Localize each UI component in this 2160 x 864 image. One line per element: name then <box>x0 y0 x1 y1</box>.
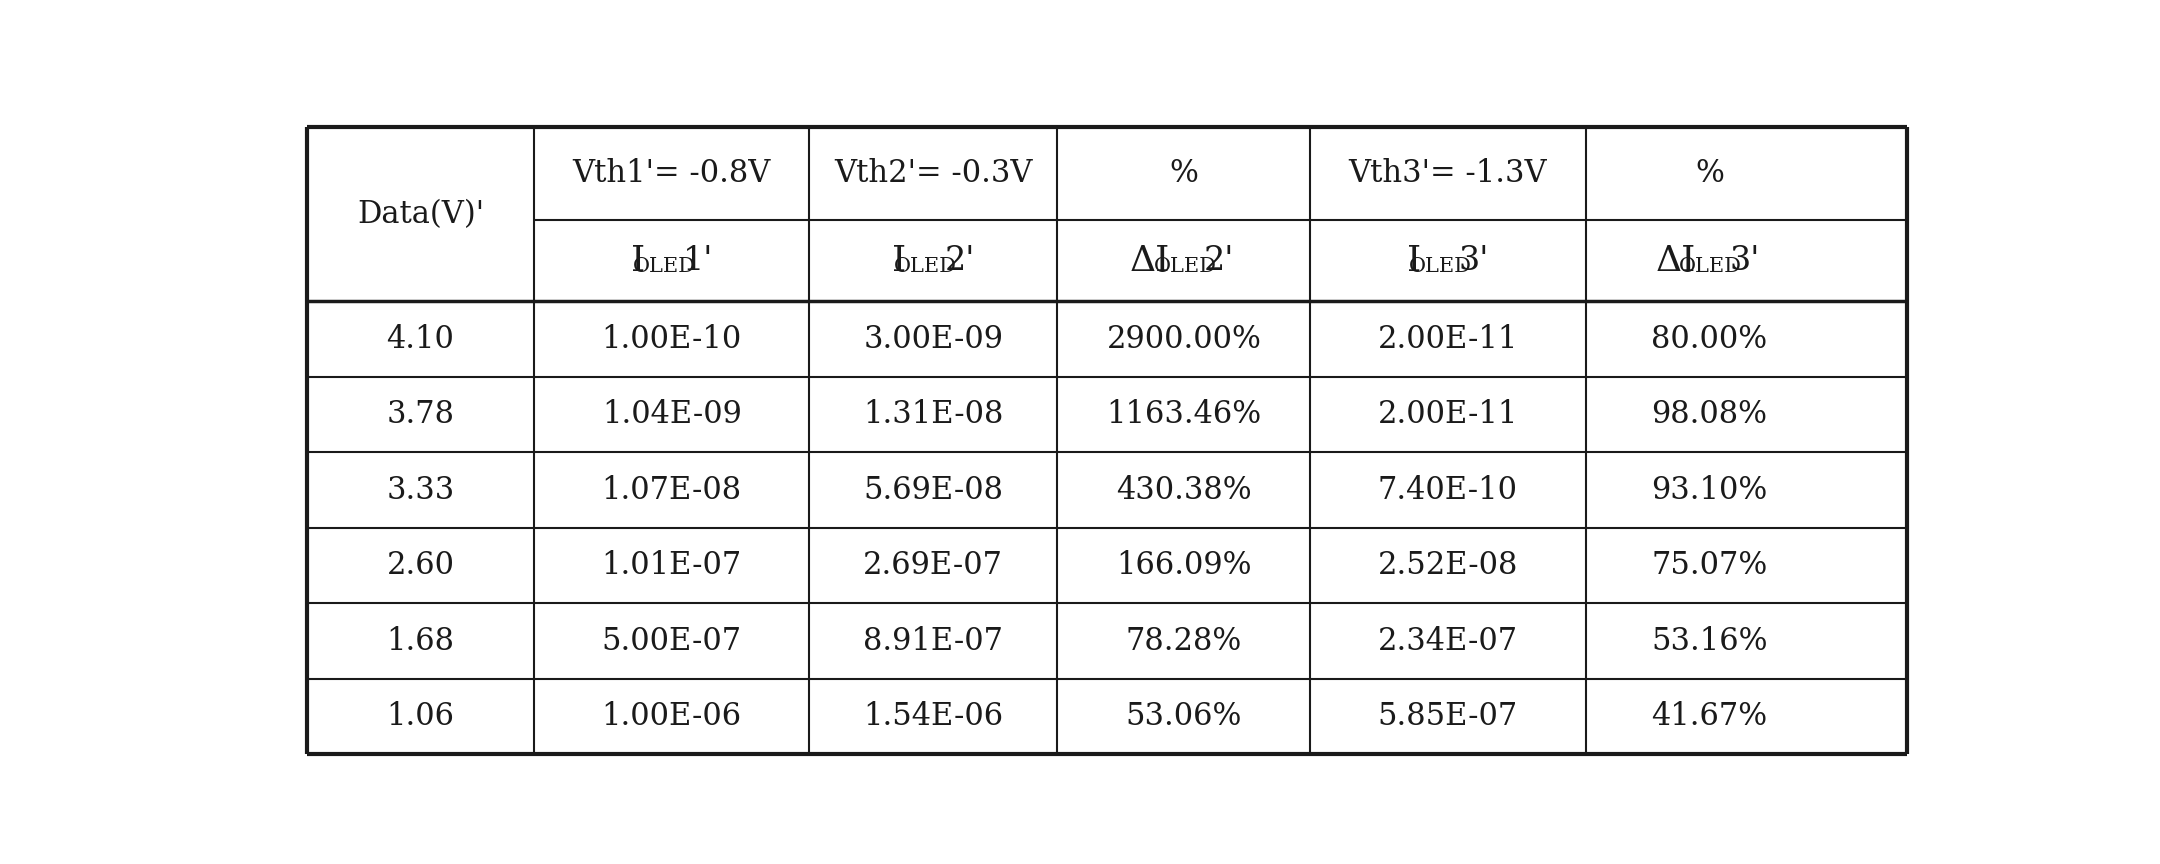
Text: 1.06: 1.06 <box>387 701 454 732</box>
Text: 1.00E-06: 1.00E-06 <box>603 701 741 732</box>
Text: 8.91E-07: 8.91E-07 <box>864 626 1004 657</box>
Text: I: I <box>631 244 646 277</box>
Text: 1.01E-07: 1.01E-07 <box>603 550 741 581</box>
Text: I: I <box>1406 244 1421 277</box>
Text: 98.08%: 98.08% <box>1652 399 1767 430</box>
Text: 3': 3' <box>1730 245 1760 276</box>
Text: 3.00E-09: 3.00E-09 <box>864 324 1004 354</box>
Text: OLED: OLED <box>1678 257 1743 276</box>
Text: OLED: OLED <box>1153 257 1216 276</box>
Text: Vth2'= -0.3V: Vth2'= -0.3V <box>834 158 1032 189</box>
Text: 5.85E-07: 5.85E-07 <box>1378 701 1518 732</box>
Text: OLED: OLED <box>633 257 696 276</box>
Text: 3.33: 3.33 <box>387 474 454 505</box>
Text: 1.07E-08: 1.07E-08 <box>603 474 741 505</box>
Text: 80.00%: 80.00% <box>1652 324 1767 354</box>
Text: 1.00E-10: 1.00E-10 <box>603 324 741 354</box>
Text: 3.78: 3.78 <box>387 399 454 430</box>
Text: I: I <box>892 244 907 277</box>
Text: 4.10: 4.10 <box>387 324 454 354</box>
Text: 7.40E-10: 7.40E-10 <box>1378 474 1518 505</box>
Text: OLED: OLED <box>894 257 957 276</box>
Text: 75.07%: 75.07% <box>1652 550 1767 581</box>
Text: 2.69E-07: 2.69E-07 <box>864 550 1004 581</box>
Text: 93.10%: 93.10% <box>1652 474 1767 505</box>
Text: 2.60: 2.60 <box>387 550 454 581</box>
Text: 166.09%: 166.09% <box>1117 550 1251 581</box>
Text: Data(V)': Data(V)' <box>356 199 484 230</box>
Text: 2.00E-11: 2.00E-11 <box>1378 324 1518 354</box>
Text: OLED: OLED <box>1408 257 1471 276</box>
Text: ΔI: ΔI <box>1130 244 1171 277</box>
Text: %: % <box>1696 158 1724 189</box>
Text: 1.31E-08: 1.31E-08 <box>864 399 1004 430</box>
Text: 1163.46%: 1163.46% <box>1106 399 1261 430</box>
Text: 53.06%: 53.06% <box>1125 701 1242 732</box>
Text: 1.04E-09: 1.04E-09 <box>603 399 741 430</box>
Text: ΔI: ΔI <box>1655 244 1696 277</box>
Text: %: % <box>1169 158 1199 189</box>
Text: 2': 2' <box>944 245 974 276</box>
Text: Vth1'= -0.8V: Vth1'= -0.8V <box>572 158 771 189</box>
Text: 5.00E-07: 5.00E-07 <box>603 626 741 657</box>
Text: 78.28%: 78.28% <box>1125 626 1242 657</box>
Text: 1': 1' <box>683 245 713 276</box>
Text: 2': 2' <box>1203 245 1233 276</box>
Text: 2900.00%: 2900.00% <box>1106 324 1261 354</box>
Text: 5.69E-08: 5.69E-08 <box>864 474 1004 505</box>
Text: 2.52E-08: 2.52E-08 <box>1378 550 1518 581</box>
Text: 41.67%: 41.67% <box>1652 701 1767 732</box>
Text: 53.16%: 53.16% <box>1650 626 1767 657</box>
Text: 3': 3' <box>1458 245 1488 276</box>
Text: 430.38%: 430.38% <box>1117 474 1251 505</box>
Text: Vth3'= -1.3V: Vth3'= -1.3V <box>1348 158 1547 189</box>
Text: 1.54E-06: 1.54E-06 <box>864 701 1004 732</box>
Text: 1.68: 1.68 <box>387 626 454 657</box>
Text: 2.34E-07: 2.34E-07 <box>1378 626 1518 657</box>
Text: 2.00E-11: 2.00E-11 <box>1378 399 1518 430</box>
